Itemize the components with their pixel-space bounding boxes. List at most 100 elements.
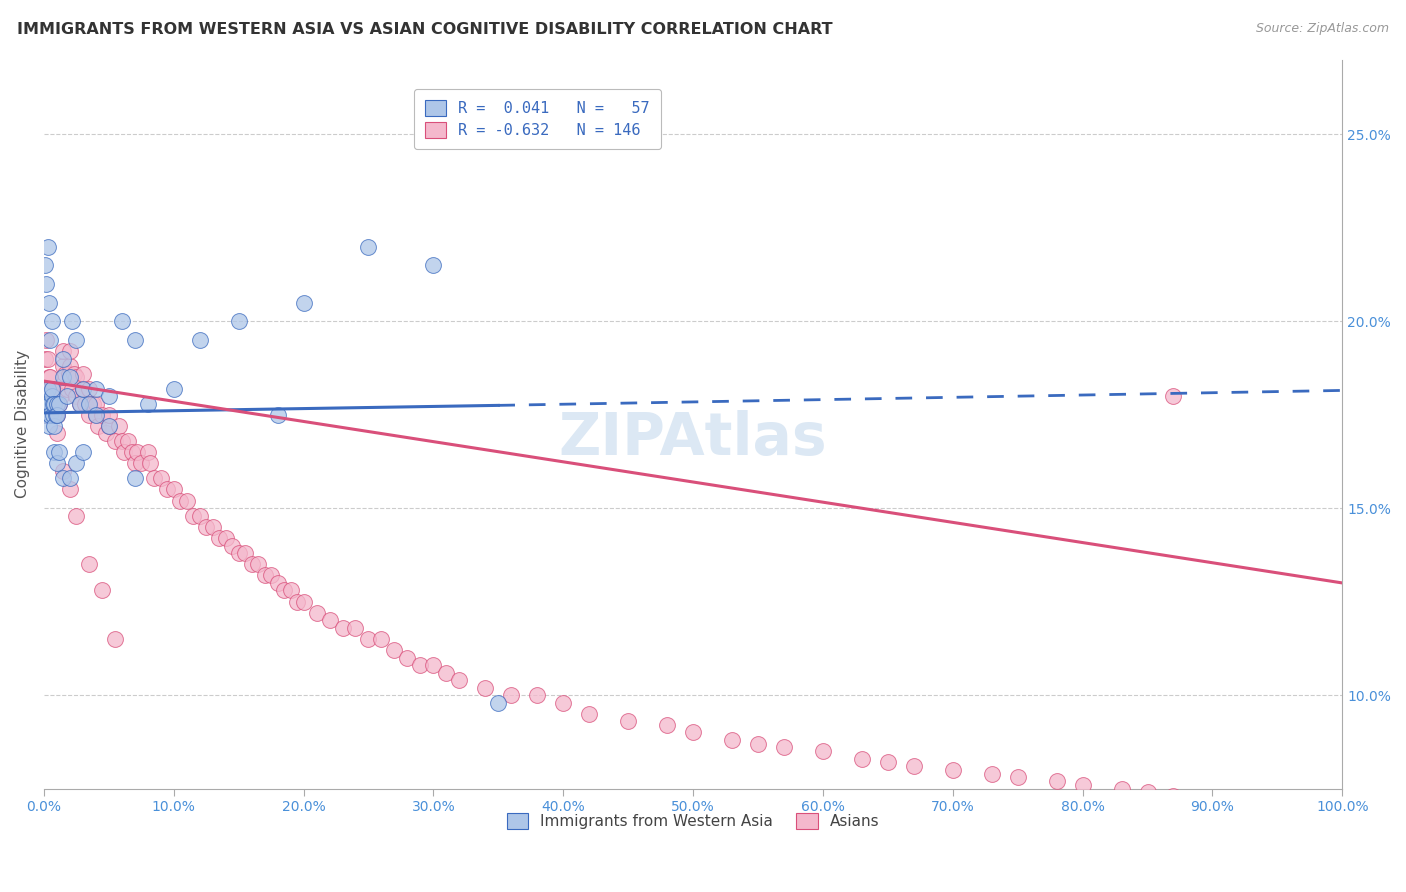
Point [44, 408, 66, 422]
Point [292, 594, 315, 608]
Point [1046, 774, 1069, 789]
Point [228, 546, 250, 560]
Point [58, 367, 80, 381]
Point [37, 239, 59, 253]
Point [59, 359, 82, 373]
Point [344, 621, 367, 635]
Point [108, 419, 131, 434]
Point [37, 382, 59, 396]
Point [38, 396, 60, 410]
Point [41, 396, 63, 410]
Point [39, 396, 62, 410]
Point [42, 389, 65, 403]
Point [97, 389, 120, 403]
Point [35, 408, 58, 422]
Point [44, 382, 66, 396]
Point [396, 650, 419, 665]
Point [44, 419, 66, 434]
Point [45, 396, 67, 410]
Point [143, 471, 166, 485]
Point [34, 396, 56, 410]
Point [41, 382, 63, 396]
Point [45, 456, 67, 470]
Point [370, 632, 392, 646]
Point [38, 370, 60, 384]
Point [1007, 770, 1029, 784]
Point [41, 382, 63, 396]
Point [655, 718, 678, 732]
Point [45, 408, 67, 422]
Point [273, 583, 295, 598]
Point [851, 751, 873, 765]
Point [34, 389, 56, 403]
Point [111, 314, 134, 328]
Point [48, 396, 70, 410]
Point [903, 759, 925, 773]
Point [45, 408, 67, 422]
Point [45, 426, 67, 441]
Point [35, 389, 58, 403]
Point [285, 594, 308, 608]
Text: Source: ZipAtlas.com: Source: ZipAtlas.com [1256, 22, 1389, 36]
Point [52, 344, 75, 359]
Point [84, 408, 107, 422]
Point [97, 408, 120, 422]
Point [52, 351, 75, 366]
Point [62, 367, 84, 381]
Point [124, 471, 146, 485]
Point [247, 558, 270, 572]
Point [37, 396, 59, 410]
Point [62, 382, 84, 396]
Point [37, 408, 59, 422]
Point [253, 568, 276, 582]
Point [41, 382, 63, 396]
Point [69, 396, 91, 410]
Point [449, 673, 471, 687]
Point [84, 408, 107, 422]
Point [526, 688, 548, 702]
Point [136, 445, 159, 459]
Point [35, 333, 58, 347]
Point [45, 396, 67, 410]
Point [266, 576, 288, 591]
Point [34, 396, 56, 410]
Point [195, 520, 218, 534]
Point [37, 396, 59, 410]
Point [188, 333, 211, 347]
Point [41, 389, 63, 403]
Point [1201, 793, 1223, 807]
Point [942, 763, 965, 777]
Point [52, 464, 75, 478]
Point [39, 396, 62, 410]
Point [84, 396, 107, 410]
Point [37, 351, 59, 366]
Point [1163, 389, 1185, 403]
Point [474, 681, 496, 695]
Point [35, 382, 58, 396]
Point [56, 389, 79, 403]
Point [357, 239, 380, 253]
Point [1279, 800, 1302, 814]
Point [79, 396, 101, 410]
Point [65, 456, 87, 470]
Point [44, 396, 66, 410]
Point [156, 483, 179, 497]
Point [980, 766, 1002, 780]
Point [139, 456, 162, 470]
Point [214, 531, 236, 545]
Point [45, 408, 67, 422]
Point [35, 389, 58, 403]
Point [97, 419, 120, 434]
Point [188, 508, 211, 523]
Point [127, 445, 149, 459]
Point [37, 382, 59, 396]
Point [52, 471, 75, 485]
Point [35, 396, 58, 410]
Point [176, 493, 198, 508]
Point [1071, 778, 1094, 792]
Point [1240, 797, 1263, 811]
Point [266, 408, 288, 422]
Point [48, 382, 70, 396]
Point [72, 445, 94, 459]
Point [747, 737, 769, 751]
